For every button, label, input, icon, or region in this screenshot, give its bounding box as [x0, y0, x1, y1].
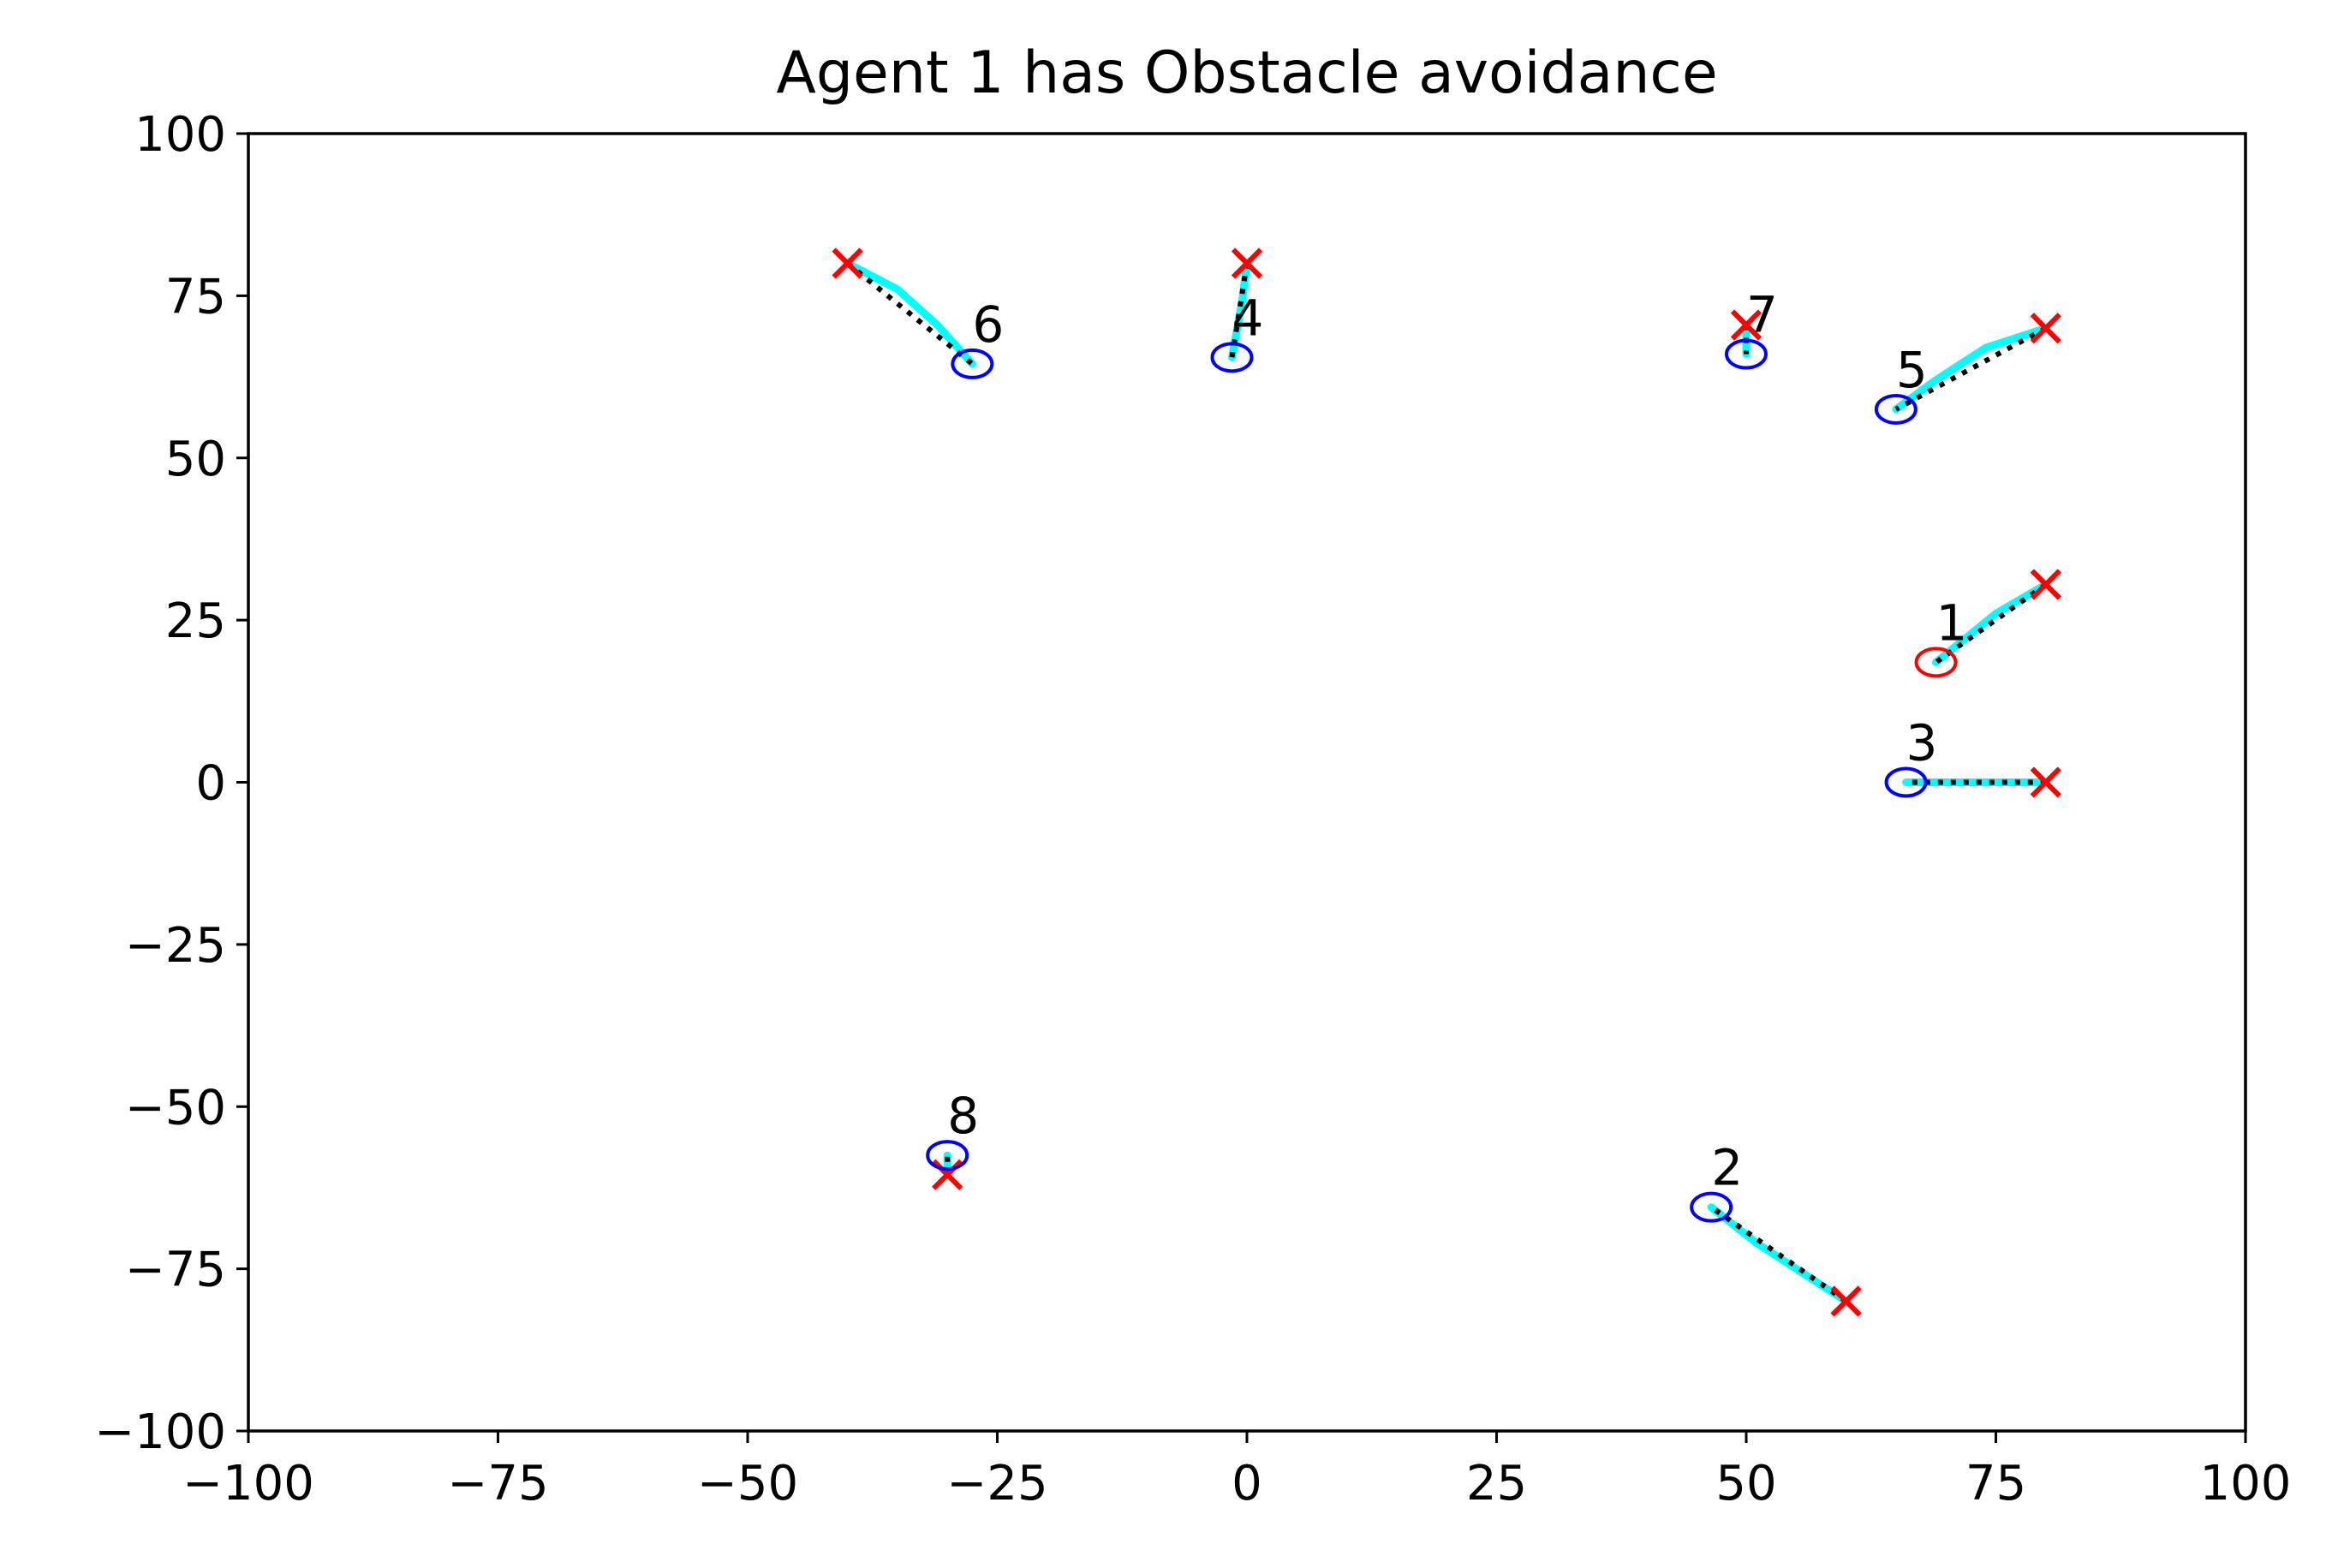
goal-marker: [1830, 1285, 1862, 1317]
x-tick-label: 50: [1715, 1456, 1776, 1511]
agent-label: 6: [972, 295, 1004, 354]
x-tick-label: −75: [447, 1456, 548, 1511]
goal-marker: [2030, 766, 2061, 798]
x-tick-label: 100: [2200, 1456, 2292, 1511]
chart-title: Agent 1 has Obstacle avoidance: [776, 39, 1717, 107]
y-tick-label: −75: [125, 1243, 226, 1298]
agent-path-dotted: [1894, 325, 2048, 412]
goal-marker: [1730, 309, 1762, 341]
x-tick-label: 75: [1965, 1456, 2026, 1511]
agent-trajectory: [1932, 581, 2050, 666]
y-tick-label: 50: [165, 432, 226, 487]
x-tick-label: −50: [697, 1456, 798, 1511]
agent-2: 2: [1690, 1139, 1862, 1317]
agent-label: 5: [1896, 341, 1928, 399]
agent-label: 1: [1936, 593, 1968, 652]
agent-circle: [1914, 647, 1958, 678]
y-tick-label: 25: [165, 593, 226, 649]
agent-5: 5: [1874, 313, 2061, 425]
agent-path-dotted: [1229, 263, 1250, 358]
agent-circle: [1725, 338, 1768, 370]
x-tick-label: 0: [1232, 1456, 1262, 1511]
y-tick-label: 0: [195, 756, 226, 812]
x-axis: −100 −75 −50 −25 0 25 50 75 100: [182, 1431, 2291, 1511]
agent-label: 7: [1746, 286, 1778, 344]
agent-circle: [1884, 766, 1928, 798]
agent-circle: [1690, 1191, 1733, 1223]
y-tick-label: −100: [94, 1404, 226, 1460]
agent-3: 3: [1884, 714, 2061, 798]
agent-label: 2: [1711, 1139, 1743, 1197]
agent-label: 3: [1906, 714, 1938, 772]
goal-marker: [932, 1159, 963, 1190]
plot-area: 1 2 3 4 5 6 7 8: [832, 247, 2061, 1317]
x-tick-label: −100: [182, 1456, 314, 1511]
y-tick-label: 75: [165, 269, 226, 325]
goal-marker: [1231, 247, 1263, 279]
y-tick-label: −50: [125, 1080, 226, 1136]
agent-trajectory: [844, 259, 976, 368]
agent-path-dotted: [1934, 582, 2048, 665]
agent-8: 8: [926, 1087, 979, 1190]
goal-marker: [2030, 313, 2061, 344]
agent-circle: [1874, 393, 1918, 425]
agent-7: 7: [1725, 286, 1778, 370]
agent-trajectory: [1892, 324, 2050, 414]
agent-6: 6: [832, 247, 1004, 379]
agent-label: 8: [947, 1087, 979, 1145]
y-tick-label: 100: [134, 107, 226, 163]
agent-path-dotted: [1709, 1205, 1848, 1303]
agent-circle: [951, 348, 994, 379]
x-tick-label: 25: [1466, 1456, 1527, 1511]
goal-marker: [2030, 569, 2061, 600]
agent-path-dotted: [845, 261, 975, 367]
agent-1: 1: [1914, 569, 2061, 678]
y-axis: −100 −75 −50 −25 0 25 50 75 100: [94, 107, 248, 1460]
x-tick-label: −25: [946, 1456, 1047, 1511]
agent-circle: [926, 1140, 969, 1172]
agent-4: 4: [1210, 247, 1264, 373]
y-tick-label: −25: [125, 918, 226, 974]
agent-circle: [1210, 342, 1254, 373]
agent-label: 4: [1232, 289, 1264, 347]
goal-marker: [832, 247, 863, 279]
plot-frame: [247, 132, 2247, 1433]
